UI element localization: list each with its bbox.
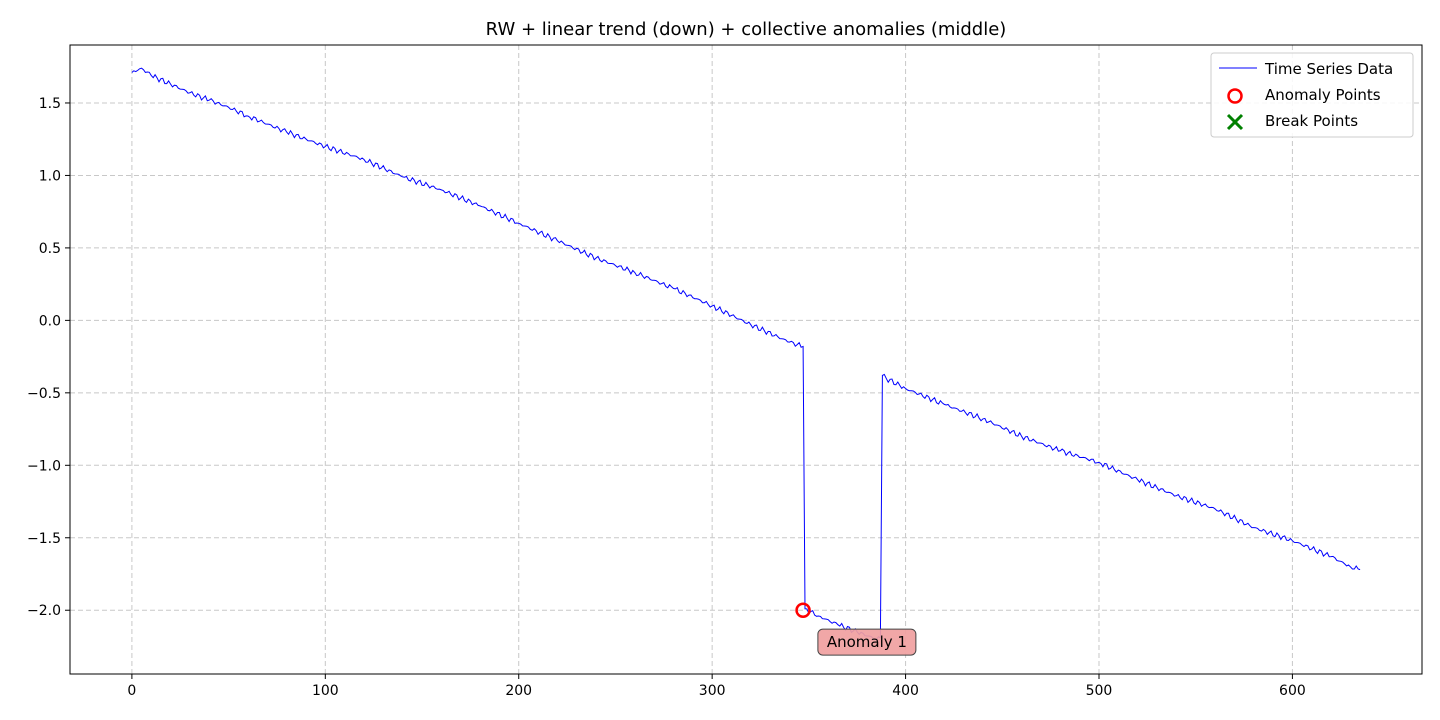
grid xyxy=(70,45,1422,674)
legend: Time Series Data Anomaly Points Break Poin… xyxy=(1210,52,1414,138)
legend-break-marker xyxy=(1226,113,1244,131)
x-tick-label: 100 xyxy=(312,683,339,699)
y-tick-label: −1.0 xyxy=(27,458,61,474)
x-tick-label: 600 xyxy=(1279,683,1306,699)
annotations-layer: Anomaly 1 xyxy=(817,628,917,656)
y-tick-label: −2.0 xyxy=(27,603,61,619)
legend-label: Anomaly Points xyxy=(1265,86,1381,104)
anomaly-annotation-label: Anomaly 1 xyxy=(827,633,907,651)
y-tick-label: 0.5 xyxy=(39,241,61,257)
x-tick-label: 200 xyxy=(505,683,532,699)
x-tick-label: 500 xyxy=(1086,683,1113,699)
y-tick-label: 1.5 xyxy=(39,96,61,112)
legend-label: Time Series Data xyxy=(1264,60,1393,78)
y-tick-label: −1.5 xyxy=(27,531,61,547)
legend-box xyxy=(1210,52,1414,138)
y-tick-label: 0.0 xyxy=(39,313,61,329)
plot-frame xyxy=(69,44,1423,675)
x-tick-label: 300 xyxy=(699,683,726,699)
x-tick-label: 0 xyxy=(127,683,136,699)
series-line-time-series-data xyxy=(131,67,1361,641)
ticks-layer: 0 100 200 300 400 500 600 −2.0 −1.5 −1.0 −0.5 0.0 0.… xyxy=(27,96,1306,699)
legend-anomaly-marker xyxy=(1227,88,1243,104)
x-tick-label: 400 xyxy=(892,683,919,699)
y-tick-label: 1.0 xyxy=(39,168,61,184)
anomaly-point xyxy=(795,602,811,618)
anomaly-annotation-box xyxy=(817,628,917,656)
y-tick-label: −0.5 xyxy=(27,386,61,402)
chart-title: RW + linear trend (down) + collective an… xyxy=(486,19,1007,40)
series-layer xyxy=(131,67,1361,641)
legend-label: Break Points xyxy=(1265,112,1358,130)
